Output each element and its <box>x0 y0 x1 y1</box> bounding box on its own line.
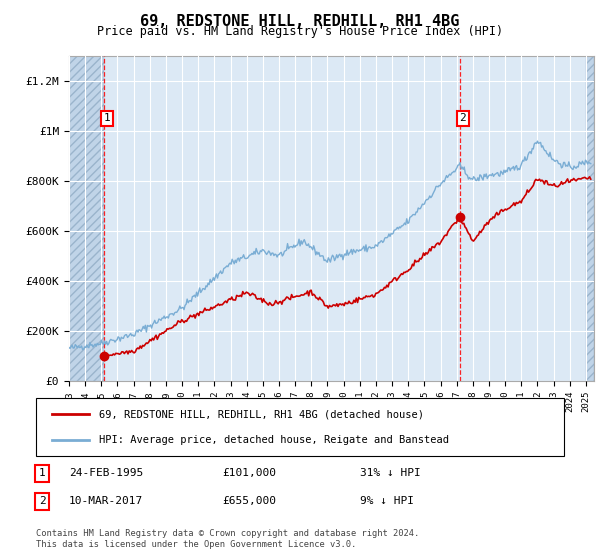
Text: Price paid vs. HM Land Registry's House Price Index (HPI): Price paid vs. HM Land Registry's House … <box>97 25 503 38</box>
Text: 69, REDSTONE HILL, REDHILL, RH1 4BG (detached house): 69, REDSTONE HILL, REDHILL, RH1 4BG (det… <box>100 409 424 419</box>
Text: 24-FEB-1995: 24-FEB-1995 <box>69 468 143 478</box>
Text: Contains HM Land Registry data © Crown copyright and database right 2024.
This d: Contains HM Land Registry data © Crown c… <box>36 529 419 549</box>
Bar <box>586 56 594 381</box>
Text: 1: 1 <box>103 114 110 123</box>
Bar <box>69 56 104 381</box>
Text: £101,000: £101,000 <box>222 468 276 478</box>
Text: 2: 2 <box>38 496 46 506</box>
Text: 1: 1 <box>38 468 46 478</box>
Text: 9% ↓ HPI: 9% ↓ HPI <box>360 496 414 506</box>
Text: 2: 2 <box>460 114 466 123</box>
Text: 69, REDSTONE HILL, REDHILL, RH1 4BG: 69, REDSTONE HILL, REDHILL, RH1 4BG <box>140 14 460 29</box>
Text: 10-MAR-2017: 10-MAR-2017 <box>69 496 143 506</box>
Text: 31% ↓ HPI: 31% ↓ HPI <box>360 468 421 478</box>
FancyBboxPatch shape <box>36 398 564 456</box>
Text: HPI: Average price, detached house, Reigate and Banstead: HPI: Average price, detached house, Reig… <box>100 435 449 445</box>
Text: £655,000: £655,000 <box>222 496 276 506</box>
